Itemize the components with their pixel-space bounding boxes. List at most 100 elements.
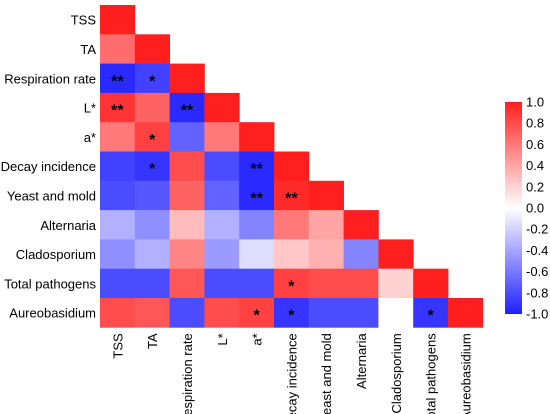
- cell-ta-ta: [134, 34, 170, 64]
- cell-a-respiration-rate: [169, 122, 205, 152]
- y-label-a: a*: [84, 130, 96, 145]
- cell-respiration-rate-respiration-rate: [169, 63, 205, 94]
- x-label-l: L*: [215, 333, 230, 345]
- cell-alternaria-a: [239, 210, 275, 240]
- x-label-cladosporium: Cladosporium: [389, 333, 404, 413]
- cell-alternaria-l: [204, 210, 240, 240]
- cell-decay-incidence-respiration-rate: [169, 151, 205, 182]
- y-label-yeast-and-mold: Yeast and mold: [7, 188, 96, 203]
- significance-l-tss: **: [111, 103, 124, 120]
- colorbar-tick-2: 0.6: [526, 137, 544, 152]
- y-label-total-pathogens: Total pathogens: [4, 276, 96, 291]
- colorbar-tick-labels: 1.0 0.8 0.6 0.4 0.2 0.0 -0.2 -0.4 -0.6 -0.8 -1.0: [526, 95, 548, 322]
- y-label-cladosporium: Cladosporium: [16, 247, 96, 262]
- cell-yeast-and-mold-respiration-rate: [169, 180, 205, 211]
- colorbar-tick-6: -0.2: [526, 222, 548, 237]
- cell-a-l: [204, 122, 240, 152]
- x-label-aureobasidium: Aureobasidium: [458, 333, 473, 414]
- cell-cladosporium-alternaria: [343, 239, 379, 270]
- y-label-tss: TSS: [71, 13, 97, 28]
- cell-aureobasidium-a: [239, 298, 275, 328]
- cell-decay-incidence-ta: [134, 151, 170, 182]
- cell-cladosporium-a: [239, 239, 275, 270]
- y-label-l: L*: [84, 101, 96, 116]
- colorbar-tick-5: 0.0: [526, 201, 544, 216]
- cell-alternaria-respiration-rate: [169, 210, 205, 240]
- cell-yeast-and-mold-a: [239, 180, 275, 211]
- cell-aureobasidium-cladosporium: [378, 298, 414, 328]
- cell-total-pathogens-cladosporium: [378, 268, 414, 299]
- cell-total-pathogens-decay-incidence: [274, 268, 310, 299]
- cell-decay-incidence-a: [239, 151, 275, 182]
- y-label-alternaria: Alternaria: [40, 218, 96, 233]
- cell-total-pathogens-alternaria: [343, 268, 379, 299]
- cell-alternaria-tss: [100, 210, 136, 240]
- colorbar-tick-8: -0.6: [526, 264, 548, 279]
- cell-a-tss: [100, 122, 136, 152]
- x-label-alternaria: Alternaria: [354, 333, 369, 389]
- y-axis-labels: TSS TA Respiration rate L* a* Decay incidence…: [1, 13, 97, 321]
- significance-yeast-and-mold-a: **: [250, 190, 263, 207]
- cell-ta-tss: [100, 34, 136, 64]
- cell-decay-incidence-decay-incidence: [274, 151, 310, 182]
- significance-decay-incidence-ta: *: [149, 161, 156, 178]
- cell-alternaria-ta: [134, 210, 170, 240]
- cell-aureobasidium-total-pathogens: [413, 298, 449, 328]
- x-label-total-pathogens: Total pathogens: [424, 333, 439, 414]
- cell-yeast-and-mold-tss: [100, 180, 136, 211]
- cell-total-pathogens-l: [204, 268, 240, 299]
- cell-tss-tss: [100, 5, 136, 35]
- colorbar-tick-0: 1.0: [526, 95, 544, 110]
- x-axis-labels: TSS TA Respiration rate L* a* Decay incidence…: [110, 333, 473, 414]
- cell-cladosporium-cladosporium: [378, 239, 414, 270]
- cell-aureobasidium-tss: [100, 298, 136, 328]
- cell-aureobasidium-respiration-rate: [169, 298, 205, 328]
- cell-aureobasidium-l: [204, 298, 240, 328]
- colorbar: [505, 102, 522, 314]
- cell-aureobasidium-ta: [134, 298, 170, 328]
- cell-total-pathogens-tss: [100, 268, 136, 299]
- cell-decay-incidence-tss: [100, 151, 136, 182]
- y-label-ta: TA: [80, 42, 96, 57]
- significance-respiration-rate-ta: *: [149, 73, 156, 90]
- significance-markers: ** *** **** **** **** * *: [111, 73, 434, 324]
- cell-yeast-and-mold-l: [204, 180, 240, 211]
- significance-a-ta: *: [149, 132, 156, 149]
- x-label-ta: TA: [145, 333, 160, 349]
- cell-aureobasidium-alternaria: [343, 298, 379, 328]
- colorbar-tick-4: 0.2: [526, 179, 544, 194]
- cell-cladosporium-tss: [100, 239, 136, 270]
- cell-alternaria-decay-incidence: [274, 210, 310, 240]
- significance-aureobasidium-decay-incidence: *: [288, 308, 295, 325]
- cell-alternaria-yeast-and-mold: [308, 210, 344, 240]
- x-label-decay-incidence: Decay incidence: [284, 333, 299, 414]
- significance-l-respiration-rate: **: [181, 103, 194, 120]
- significance-respiration-rate-tss: **: [111, 73, 124, 90]
- cell-a-a: [239, 122, 275, 152]
- cell-decay-incidence-l: [204, 151, 240, 182]
- significance-total-pathogens-decay-incidence: *: [288, 278, 295, 295]
- cell-cladosporium-yeast-and-mold: [308, 239, 344, 270]
- y-label-decay-incidence: Decay incidence: [1, 159, 96, 174]
- significance-aureobasidium-total-pathogens: *: [427, 308, 434, 325]
- x-label-respiration-rate: Respiration rate: [180, 333, 195, 414]
- cell-l-ta: [134, 92, 170, 123]
- cell-cladosporium-respiration-rate: [169, 239, 205, 270]
- y-label-respiration-rate: Respiration rate: [4, 71, 96, 86]
- significance-aureobasidium-a: *: [253, 308, 260, 325]
- cell-aureobasidium-decay-incidence: [274, 298, 310, 328]
- cell-cladosporium-l: [204, 239, 240, 270]
- heatmap-cells: [100, 5, 484, 328]
- colorbar-tick-1: 0.8: [526, 116, 544, 131]
- cell-yeast-and-mold-yeast-and-mold: [308, 180, 344, 211]
- x-label-yeast-and-mold: Yeast and mold: [319, 333, 334, 414]
- cell-aureobasidium-aureobasidium: [448, 298, 484, 328]
- cell-a-ta: [134, 122, 170, 152]
- cell-alternaria-alternaria: [343, 210, 379, 240]
- cell-cladosporium-decay-incidence: [274, 239, 310, 270]
- cell-total-pathogens-a: [239, 268, 275, 299]
- cell-respiration-rate-tss: [100, 63, 136, 94]
- colorbar-tick-10: -1.0: [526, 307, 548, 322]
- colorbar-tick-7: -0.4: [526, 243, 548, 258]
